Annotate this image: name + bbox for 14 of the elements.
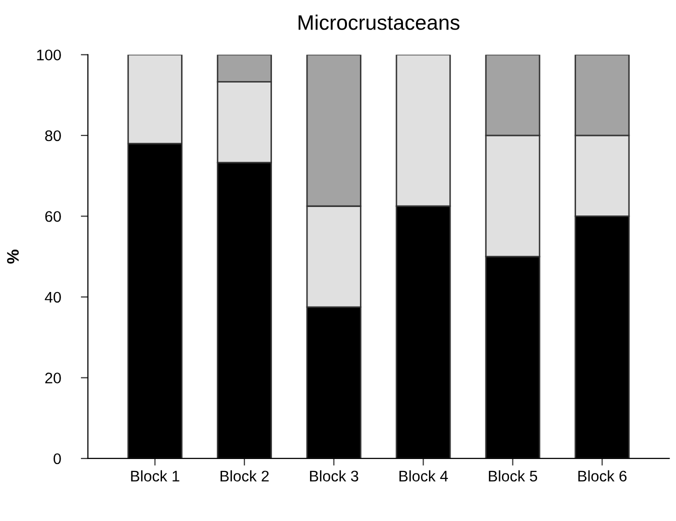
x-tick-label: Block 2 <box>220 470 269 482</box>
y-tick-label: 80 <box>45 130 61 142</box>
x-tick-label: Block 5 <box>488 470 538 482</box>
x-tick-label: Block 1 <box>131 470 180 482</box>
x-tick-label: Block 4 <box>399 470 448 482</box>
x-tick-label: Block 6 <box>578 470 627 482</box>
y-tick-label: 40 <box>44 292 61 303</box>
y-axis-title: % <box>7 250 19 264</box>
chart-title: Microcrustaceans <box>298 14 460 30</box>
y-tick-label: 100 <box>37 50 61 60</box>
x-tick-label: Block 3 <box>310 470 358 482</box>
y-tick-label: 60 <box>45 211 61 222</box>
y-tick-label: 0 <box>54 453 61 464</box>
y-tick-label: 20 <box>45 372 61 384</box>
